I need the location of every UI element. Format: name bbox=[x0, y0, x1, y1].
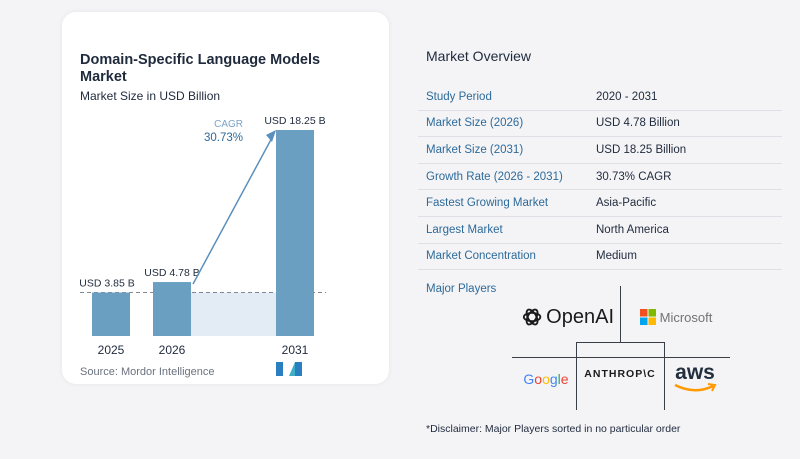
overview-row: Growth Rate (2026 - 2031) 30.73% CAGR bbox=[418, 164, 782, 191]
players-divider bbox=[620, 286, 621, 342]
bar-2031 bbox=[276, 130, 314, 336]
google-wordmark: Google bbox=[523, 371, 569, 387]
google-logo: Google bbox=[520, 368, 572, 390]
row-key: Market Size (2026) bbox=[426, 117, 524, 130]
major-players-label: Major Players bbox=[426, 283, 497, 295]
cagr-arrowhead bbox=[266, 130, 276, 142]
x-tick-label: 2026 bbox=[159, 343, 186, 357]
aws-logo: aws bbox=[668, 358, 722, 398]
players-divider bbox=[576, 342, 577, 410]
aws-wordmark: aws bbox=[675, 361, 715, 384]
row-value: 30.73% CAGR bbox=[596, 170, 672, 183]
openai-logo: OpenAI bbox=[522, 302, 614, 332]
bar-2026 bbox=[153, 282, 191, 336]
cagr-value: 30.73% bbox=[204, 132, 243, 144]
overview-table: Study Period 2020 - 2031 Market Size (202… bbox=[418, 84, 782, 271]
chart-title: Domain-Specific Language Models Market bbox=[80, 52, 321, 85]
overview-row: Study Period 2020 - 2031 bbox=[418, 84, 782, 111]
row-value: Asia-Pacific bbox=[596, 197, 657, 210]
data-label: USD 18.25 B bbox=[264, 115, 325, 127]
anthropic-wordmark: ANTHROP\C bbox=[584, 368, 656, 380]
row-key: Market Concentration bbox=[426, 250, 536, 263]
overview-row: Market Concentration Medium bbox=[418, 244, 782, 271]
cagr-arrow bbox=[192, 133, 275, 285]
players-divider bbox=[664, 342, 665, 410]
row-key: Growth Rate (2026 - 2031) bbox=[426, 170, 563, 183]
overview-row: Market Size (2026) USD 4.78 Billion bbox=[418, 111, 782, 138]
row-value: Medium bbox=[596, 250, 637, 263]
source-text: Source: Mordor Intelligence bbox=[80, 366, 215, 378]
bar-2025 bbox=[92, 292, 130, 336]
microsoft-windows-icon bbox=[639, 309, 656, 325]
data-label: USD 3.85 B bbox=[79, 278, 134, 290]
x-tick-label: 2025 bbox=[98, 343, 125, 357]
row-key: Market Size (2031) bbox=[426, 143, 524, 156]
players-divider bbox=[576, 342, 664, 343]
openai-knot-icon bbox=[522, 308, 542, 326]
players-divider bbox=[512, 357, 730, 358]
row-key: Study Period bbox=[426, 90, 492, 103]
anthropic-logo: ANTHROP\C bbox=[578, 363, 662, 385]
disclaimer-text: *Disclaimer: Major Players sorted in no … bbox=[426, 423, 681, 435]
microsoft-wordmark: Microsoft bbox=[659, 309, 713, 325]
cagr-label: CAGR bbox=[214, 119, 243, 130]
overview-row: Largest Market North America bbox=[418, 217, 782, 244]
row-value: North America bbox=[596, 223, 669, 236]
openai-wordmark: OpenAI bbox=[546, 305, 614, 328]
overview-row: Fastest Growing Market Asia-Pacific bbox=[418, 190, 782, 217]
overview-row: Market Size (2031) USD 18.25 Billion bbox=[418, 137, 782, 164]
row-key: Fastest Growing Market bbox=[426, 197, 549, 210]
microsoft-logo: Microsoft bbox=[636, 306, 716, 328]
growth-area bbox=[191, 292, 276, 336]
data-label: USD 4.78 B bbox=[144, 267, 199, 279]
aws-smile-icon bbox=[674, 383, 717, 392]
row-key: Largest Market bbox=[426, 223, 503, 236]
row-value: USD 18.25 Billion bbox=[596, 143, 687, 156]
chart-subtitle: Market Size in USD Billion bbox=[80, 89, 221, 103]
row-value: USD 4.78 Billion bbox=[596, 117, 680, 130]
x-tick-label: 2031 bbox=[282, 343, 309, 357]
row-value: 2020 - 2031 bbox=[596, 90, 658, 103]
mordor-logo-icon bbox=[276, 362, 302, 376]
overview-title: Market Overview bbox=[426, 48, 532, 64]
